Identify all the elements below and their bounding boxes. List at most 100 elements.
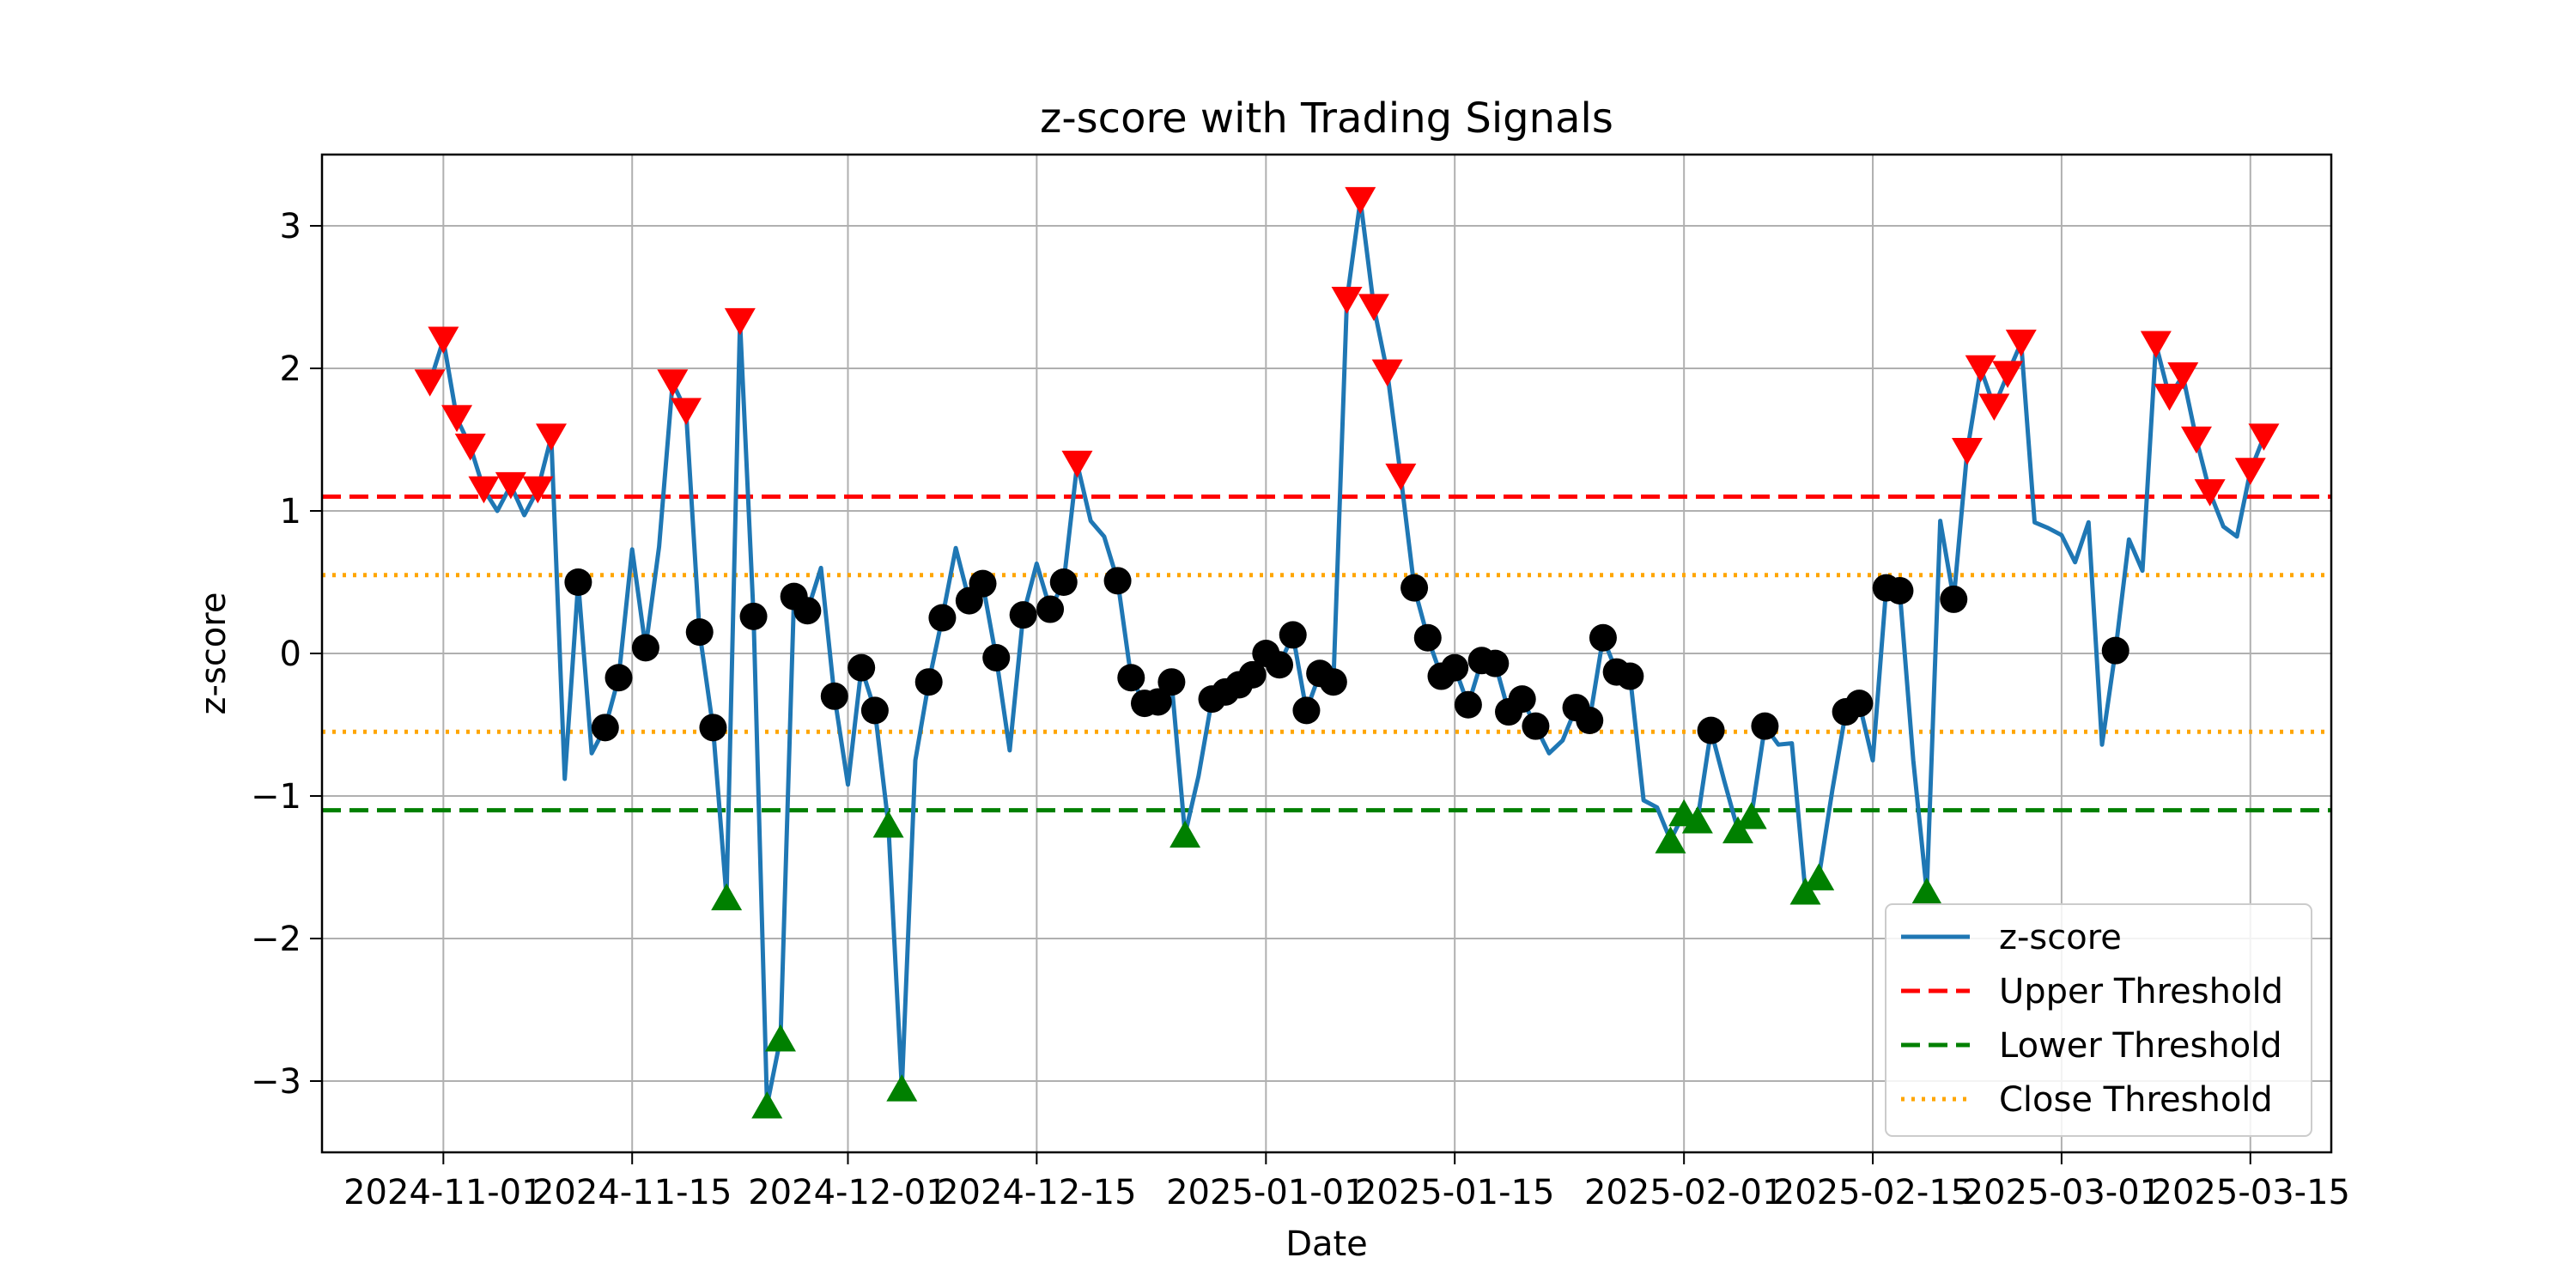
close-signal-marker xyxy=(1454,690,1482,719)
buy-signal-marker xyxy=(1681,806,1713,834)
buy-signal-marker xyxy=(1722,816,1753,844)
close-signal-marker xyxy=(631,634,659,662)
legend-label: Upper Threshold xyxy=(1999,972,2283,1012)
close-signal-marker xyxy=(982,643,1011,671)
y-tick-label: 2 xyxy=(280,349,301,389)
x-tick-label: 2025-01-15 xyxy=(1355,1173,1554,1212)
x-tick-label: 2025-01-01 xyxy=(1166,1173,1365,1212)
close-signal-marker xyxy=(1522,712,1550,740)
sell-signal-marker xyxy=(1978,393,2010,422)
y-tick-label: −2 xyxy=(251,920,301,959)
legend: z-score Upper Threshold Lower Threshold Clo… xyxy=(1885,903,2312,1137)
close-signal-marker xyxy=(1009,601,1037,629)
sell-signal-marker xyxy=(2248,423,2280,451)
buy-signal-marker xyxy=(1789,878,1821,905)
close-signal-marker xyxy=(1400,574,1429,602)
buy-signal-marker xyxy=(1170,820,1201,848)
x-tick-label: 2024-11-01 xyxy=(343,1173,543,1212)
close-signal-marker xyxy=(699,714,727,742)
buy-signal-marker xyxy=(1655,826,1686,854)
close-signal-marker xyxy=(848,653,876,682)
sell-signal-marker xyxy=(2140,331,2172,358)
close-signal-marker xyxy=(1616,662,1644,690)
sell-signal-marker xyxy=(1345,186,1376,215)
sell-signal-marker xyxy=(1992,361,2024,388)
sell-signal-marker xyxy=(2154,383,2185,411)
y-axis-label: z-score xyxy=(194,592,234,715)
close-signal-marker xyxy=(1103,567,1132,595)
close-signal-marker xyxy=(1845,690,1874,718)
y-tick-label: −1 xyxy=(251,777,301,817)
buy-signal-marker xyxy=(1911,878,1942,905)
close-signal-marker xyxy=(820,682,848,710)
sell-signal-marker xyxy=(724,307,756,336)
x-tick-label: 2024-11-15 xyxy=(532,1173,732,1212)
close-signal-marker xyxy=(1036,595,1065,623)
close-signal-marker xyxy=(564,568,592,596)
close-signal-marker xyxy=(1589,623,1617,652)
sell-signal-marker xyxy=(522,476,554,504)
x-tick-label: 2025-02-01 xyxy=(1584,1173,1783,1212)
y-tick-label: −3 xyxy=(251,1062,301,1102)
close-signal-marker xyxy=(591,714,619,742)
close-signal-marker xyxy=(1697,716,1725,744)
buy-signal-marker xyxy=(1735,802,1767,829)
close-signal-marker xyxy=(1576,707,1604,735)
close-signal-marker xyxy=(1441,653,1469,682)
sell-signal-marker xyxy=(2005,329,2037,357)
close-signal-marker xyxy=(793,597,822,625)
threshold-lines xyxy=(322,494,2331,813)
close-signal-marker xyxy=(2101,636,2129,665)
close-signal-marker xyxy=(1238,660,1267,689)
close-signal-marker xyxy=(1940,585,1968,613)
sell-signal-marker xyxy=(1951,437,1983,465)
legend-label: Close Threshold xyxy=(1999,1080,2273,1120)
sell-signal-marker xyxy=(428,326,459,354)
sell-signal-marker xyxy=(1358,294,1389,321)
sell-signal-marker xyxy=(535,423,567,451)
close-signal-marker xyxy=(1292,696,1321,725)
legend-label: z-score xyxy=(1999,918,2122,957)
sell-signal-marker xyxy=(454,434,486,461)
close-signal-marker xyxy=(1886,576,1914,605)
sell-signal-marker xyxy=(468,476,500,504)
close-signal-marker xyxy=(969,569,997,598)
close-signal-marker xyxy=(1049,568,1078,596)
sell-signal-marker xyxy=(441,404,473,433)
x-tick-label: 2025-03-01 xyxy=(1962,1173,2161,1212)
buy-signal-marker xyxy=(886,1074,918,1102)
x-tick-label: 2024-12-01 xyxy=(748,1173,947,1212)
y-tick-label: 1 xyxy=(280,492,301,532)
signal-markers xyxy=(414,186,2280,1119)
sell-signal-marker xyxy=(657,369,689,397)
buy-signal-marker xyxy=(872,811,904,838)
close-signal-marker xyxy=(1481,649,1510,677)
close-signal-marker xyxy=(914,668,943,696)
close-signal-marker xyxy=(860,696,889,725)
legend-label: Lower Threshold xyxy=(1999,1026,2282,1066)
sell-signal-marker xyxy=(2194,479,2226,507)
sell-signal-marker xyxy=(1331,287,1363,314)
close-signal-marker xyxy=(928,604,957,632)
close-signal-marker xyxy=(1117,664,1145,692)
y-tick-label: 3 xyxy=(280,207,301,246)
close-signal-marker xyxy=(739,602,768,630)
sell-signal-marker xyxy=(1061,450,1093,478)
close-signal-marker xyxy=(1157,668,1186,696)
y-tick-label: 0 xyxy=(280,635,301,674)
buy-signal-marker xyxy=(1803,863,1835,890)
chart-title: z-score with Trading Signals xyxy=(1040,94,1613,143)
x-tick-label: 2024-12-15 xyxy=(937,1173,1136,1212)
sell-signal-marker xyxy=(2234,458,2266,485)
sell-signal-marker xyxy=(495,471,526,500)
buy-signal-marker xyxy=(751,1091,783,1119)
close-signal-marker xyxy=(1751,712,1779,740)
x-tick-label: 2025-02-15 xyxy=(1773,1173,1972,1212)
close-signal-marker xyxy=(1413,623,1442,652)
close-signal-marker xyxy=(605,664,633,692)
sell-signal-marker xyxy=(2167,362,2199,390)
sell-signal-marker xyxy=(1965,355,1996,383)
legend-box xyxy=(1885,903,2312,1137)
